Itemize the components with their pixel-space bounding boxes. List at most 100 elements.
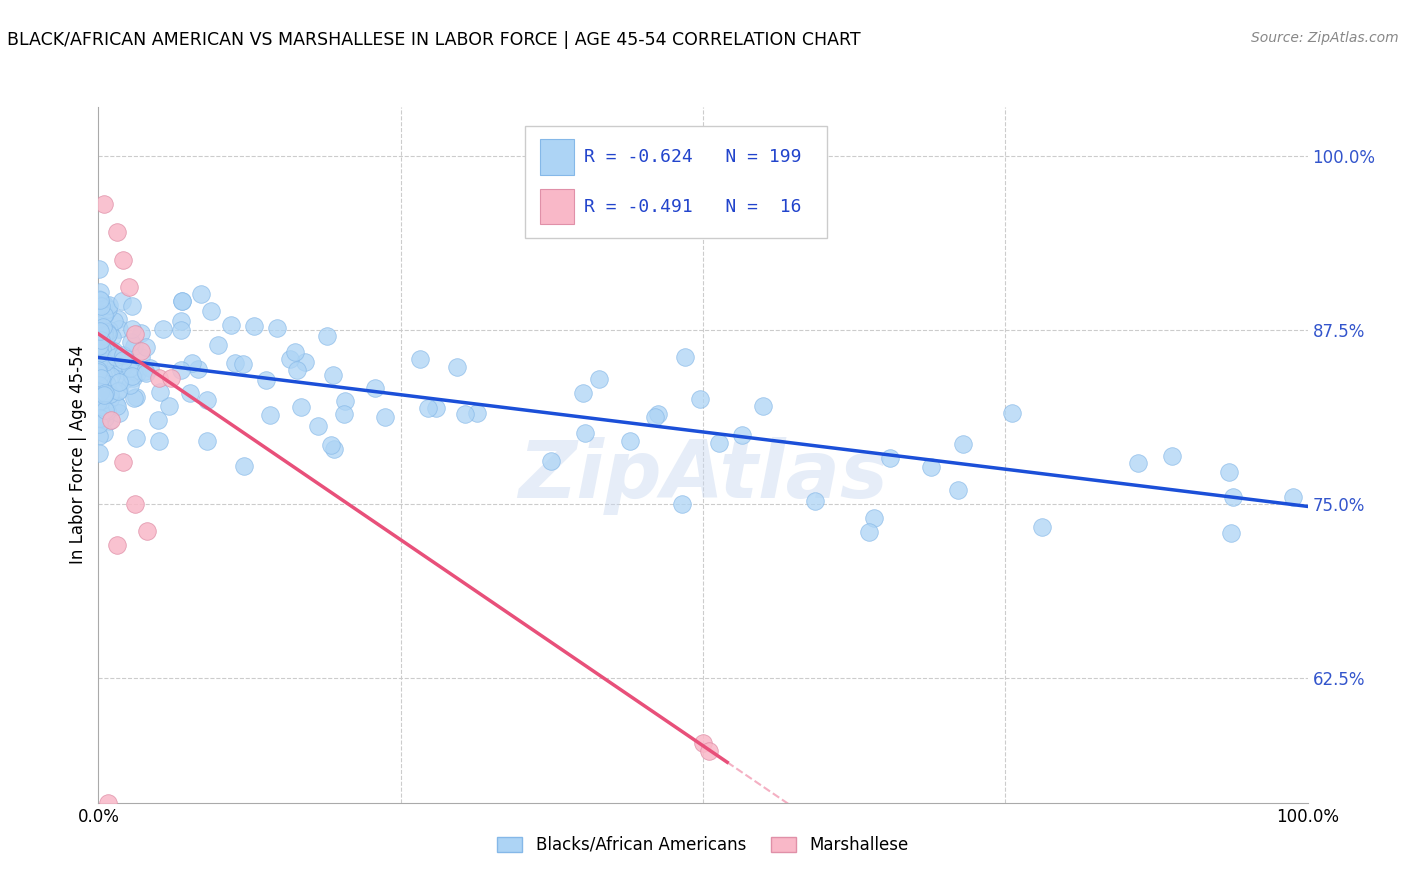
Point bbox=[107, 311, 129, 326]
Point bbox=[105, 225, 128, 239]
Point bbox=[224, 356, 246, 370]
Point bbox=[148, 384, 170, 399]
Point bbox=[91, 320, 114, 334]
Point bbox=[93, 327, 115, 342]
Point bbox=[1219, 525, 1241, 540]
Point bbox=[125, 390, 148, 404]
Point bbox=[87, 365, 110, 379]
Point bbox=[574, 426, 596, 441]
Point bbox=[111, 358, 134, 372]
Point bbox=[89, 399, 111, 413]
Point bbox=[93, 386, 115, 401]
Point bbox=[90, 299, 112, 313]
Point bbox=[103, 314, 125, 328]
Point bbox=[97, 796, 120, 810]
Point bbox=[118, 360, 141, 375]
Point bbox=[108, 376, 131, 390]
Point bbox=[689, 392, 711, 406]
Point bbox=[94, 343, 117, 358]
Point bbox=[409, 352, 432, 367]
Point bbox=[1128, 456, 1150, 470]
Point bbox=[125, 431, 148, 445]
Point bbox=[96, 329, 118, 343]
Point bbox=[94, 351, 117, 365]
Point bbox=[285, 363, 308, 377]
Point bbox=[89, 346, 111, 360]
Text: R = -0.624   N = 199: R = -0.624 N = 199 bbox=[583, 148, 801, 166]
Point bbox=[104, 351, 127, 365]
Point bbox=[160, 371, 183, 385]
Point bbox=[195, 434, 218, 449]
Point bbox=[97, 327, 120, 342]
Point bbox=[195, 393, 218, 408]
Point bbox=[920, 460, 942, 475]
Point bbox=[91, 358, 114, 372]
Point bbox=[93, 197, 115, 211]
Point bbox=[90, 370, 112, 384]
Point bbox=[111, 348, 134, 362]
Point bbox=[135, 340, 157, 354]
Point bbox=[190, 287, 212, 301]
Point bbox=[87, 384, 110, 398]
Point bbox=[948, 483, 970, 497]
Point bbox=[118, 279, 141, 293]
Point bbox=[157, 400, 180, 414]
Point bbox=[124, 339, 146, 353]
Text: Source: ZipAtlas.com: Source: ZipAtlas.com bbox=[1251, 31, 1399, 45]
Point bbox=[307, 419, 329, 434]
Point bbox=[316, 329, 339, 343]
Point bbox=[98, 323, 121, 337]
Point bbox=[87, 355, 110, 369]
Point bbox=[100, 369, 122, 384]
Point bbox=[323, 442, 346, 456]
Point bbox=[127, 367, 149, 381]
Point bbox=[108, 383, 131, 397]
Point bbox=[121, 368, 143, 383]
Point bbox=[112, 353, 135, 368]
Point bbox=[89, 394, 111, 409]
Point bbox=[1222, 491, 1244, 505]
Point bbox=[89, 285, 111, 300]
Point bbox=[91, 392, 114, 407]
Point bbox=[207, 338, 229, 352]
Point bbox=[98, 387, 121, 401]
Point bbox=[374, 410, 396, 425]
Point bbox=[89, 411, 111, 425]
Point bbox=[364, 381, 387, 395]
Point bbox=[233, 459, 256, 474]
Point bbox=[87, 356, 110, 370]
Point bbox=[103, 344, 125, 359]
Point bbox=[278, 351, 301, 366]
Point bbox=[863, 511, 886, 525]
Point bbox=[91, 345, 114, 359]
Point bbox=[124, 497, 146, 511]
Point bbox=[94, 402, 117, 417]
Text: R = -0.491   N =  16: R = -0.491 N = 16 bbox=[583, 198, 801, 216]
Point bbox=[93, 297, 115, 311]
Y-axis label: In Labor Force | Age 45-54: In Labor Force | Age 45-54 bbox=[69, 345, 87, 565]
Point bbox=[319, 438, 342, 452]
Point bbox=[179, 385, 201, 400]
Point bbox=[105, 399, 128, 413]
Point bbox=[1160, 449, 1182, 463]
Point bbox=[129, 343, 152, 358]
Point bbox=[952, 437, 974, 451]
Point bbox=[294, 355, 316, 369]
Point bbox=[87, 395, 110, 409]
Point bbox=[97, 342, 120, 356]
Point bbox=[98, 392, 121, 406]
Point bbox=[87, 342, 110, 356]
Point bbox=[259, 408, 281, 422]
Point bbox=[425, 401, 447, 416]
Point bbox=[858, 524, 880, 539]
Point bbox=[91, 409, 114, 423]
Point bbox=[96, 376, 118, 391]
Point bbox=[135, 524, 157, 539]
Point bbox=[731, 428, 754, 442]
Point bbox=[87, 380, 110, 394]
Point bbox=[93, 308, 115, 322]
Point bbox=[124, 326, 146, 341]
Point bbox=[93, 324, 115, 338]
Point bbox=[697, 744, 720, 758]
Point bbox=[1218, 466, 1240, 480]
